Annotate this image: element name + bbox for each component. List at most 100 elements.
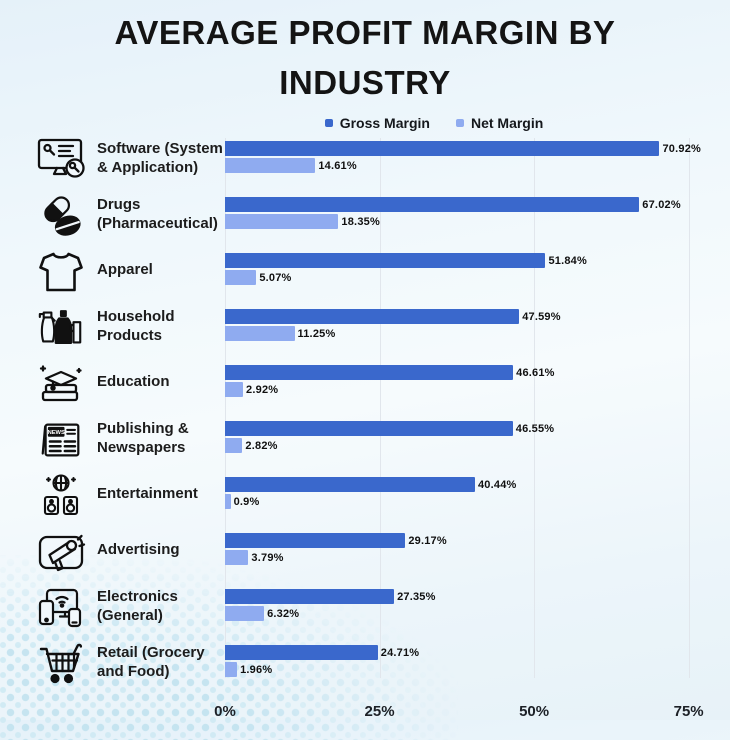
x-axis: 0% 25% 50% 75% <box>214 698 704 726</box>
household-products-icon <box>38 310 82 344</box>
industry-row: Retail (Grocery and Food) 24.71% 1.96% <box>0 642 730 698</box>
gross-margin-bar <box>225 253 546 268</box>
industry-row: NEWS Publishing & Newspapers 46.55% 2.82… <box>0 418 730 474</box>
gridline <box>534 138 536 678</box>
legend-label: Gross Margin <box>339 115 430 131</box>
legend: Gross Margin Net Margin <box>0 112 730 134</box>
gross-margin-bar <box>225 141 660 156</box>
row-icon-cell: NEWS <box>25 418 97 462</box>
net-value-label: 11.25% <box>297 327 336 340</box>
legend-label: Net Margin <box>470 115 544 131</box>
gross-value-label: 46.55% <box>515 422 555 435</box>
gridline <box>688 138 690 678</box>
industry-label: Entertainment <box>97 485 198 503</box>
industry-row: Software (System & Application) 70.92% 1… <box>0 138 730 194</box>
gross-margin-bar <box>225 589 395 604</box>
net-value-label: 5.07% <box>259 271 292 284</box>
gross-margin-bar <box>225 309 520 324</box>
industry-row: Drugs (Pharmaceutical) 67.02% 18.35% <box>0 194 730 250</box>
legend-item-gross-margin: Gross Margin <box>324 115 430 131</box>
net-margin-bar <box>225 326 295 341</box>
row-icon-cell <box>25 250 97 294</box>
gross-margin-bar <box>225 645 378 660</box>
row-icon-cell <box>25 306 97 350</box>
electronics-icon <box>38 588 82 628</box>
gross-value-label: 70.92% <box>662 142 701 155</box>
x-axis-tick-label: 25% <box>364 703 395 720</box>
retail-cart-icon <box>39 643 83 684</box>
industry-label: Apparel <box>97 261 153 279</box>
gridline <box>379 138 381 678</box>
legend-item-net-margin: Net Margin <box>455 115 544 131</box>
gross-margin-bar <box>225 477 475 492</box>
row-icon-cell <box>25 138 97 182</box>
drugs-icon <box>44 196 81 236</box>
industry-row: Electronics (General) 27.35% 6.32% <box>0 586 730 642</box>
gross-value-label: 24.71% <box>380 646 420 659</box>
net-margin-bar <box>225 270 257 285</box>
gross-value-label: 47.59% <box>522 310 561 323</box>
industry-row: Household Products 47.59% 11.25% <box>0 306 730 362</box>
gross-value-label: 27.35% <box>397 590 436 603</box>
gridlines-layer <box>225 138 701 678</box>
gross-value-label: 46.61% <box>516 366 555 379</box>
gross-margin-bar <box>225 533 406 548</box>
software-icon <box>37 138 85 178</box>
industry-row: Apparel 51.84% 5.07% <box>0 250 730 306</box>
advertising-icon <box>38 534 86 572</box>
net-margin-bar <box>225 438 243 453</box>
industry-label: Software (System & Application) <box>97 139 223 177</box>
net-value-label: 14.61% <box>318 159 357 172</box>
industry-label: Drugs (Pharmaceutical) <box>97 195 218 233</box>
gross-margin-swatch-icon <box>324 119 333 127</box>
net-margin-bar <box>225 494 231 509</box>
gross-value-label: 51.84% <box>548 254 587 267</box>
industry-row: Education 46.61% 2.92% <box>0 362 730 418</box>
gross-margin-bar <box>225 197 640 212</box>
industry-label: Education <box>97 373 170 391</box>
industry-label: Publishing & Newspapers <box>97 419 189 457</box>
gross-value-label: 40.44% <box>477 478 517 491</box>
net-margin-swatch-icon <box>455 119 464 127</box>
entertainment-icon <box>43 474 79 516</box>
bar-chart: Software (System & Application) 70.92% 1… <box>0 138 730 698</box>
industry-label: Household Products <box>97 307 175 345</box>
net-value-label: 2.92% <box>246 383 279 396</box>
gross-margin-bar <box>225 365 514 380</box>
industry-label: Advertising <box>97 541 180 559</box>
industry-label: Retail (Grocery and Food) <box>97 643 205 681</box>
row-icon-cell <box>25 586 97 630</box>
net-margin-bar <box>225 214 339 229</box>
row-icon-cell <box>25 474 97 518</box>
net-margin-bar <box>225 158 316 173</box>
x-axis-tick-label: 50% <box>519 703 550 720</box>
gross-margin-bar <box>225 421 513 436</box>
net-margin-bar <box>225 550 249 565</box>
newspaper-icon: NEWS <box>41 423 80 457</box>
x-axis-tick-label: 0% <box>214 703 236 720</box>
net-value-label: 0.9% <box>233 495 260 508</box>
row-icon-cell <box>25 194 97 238</box>
gross-value-label: 29.17% <box>408 534 447 547</box>
x-axis-tick-label: 75% <box>673 703 704 720</box>
industry-label: Electronics (General) <box>97 587 178 625</box>
net-margin-bar <box>225 662 238 677</box>
svg-text:NEWS: NEWS <box>48 430 65 436</box>
gridline <box>225 138 226 678</box>
net-value-label: 6.32% <box>267 607 300 620</box>
net-value-label: 3.79% <box>251 551 284 564</box>
page-title: AVERAGE PROFIT MARGIN BY INDUSTRY <box>114 14 616 101</box>
education-icon <box>39 365 82 402</box>
net-value-label: 2.82% <box>245 439 278 452</box>
industry-row: Advertising 29.17% 3.79% <box>0 530 730 586</box>
net-margin-bar <box>225 606 265 621</box>
industry-row: Entertainment 40.44% 0.9% <box>0 474 730 530</box>
row-icon-cell <box>25 362 97 406</box>
net-value-label: 1.96% <box>240 663 273 676</box>
net-value-label: 18.35% <box>341 215 380 228</box>
row-icon-cell <box>25 642 97 686</box>
gross-value-label: 67.02% <box>642 198 681 211</box>
apparel-icon <box>39 252 83 292</box>
net-margin-bar <box>225 382 244 397</box>
row-icon-cell <box>25 530 97 574</box>
